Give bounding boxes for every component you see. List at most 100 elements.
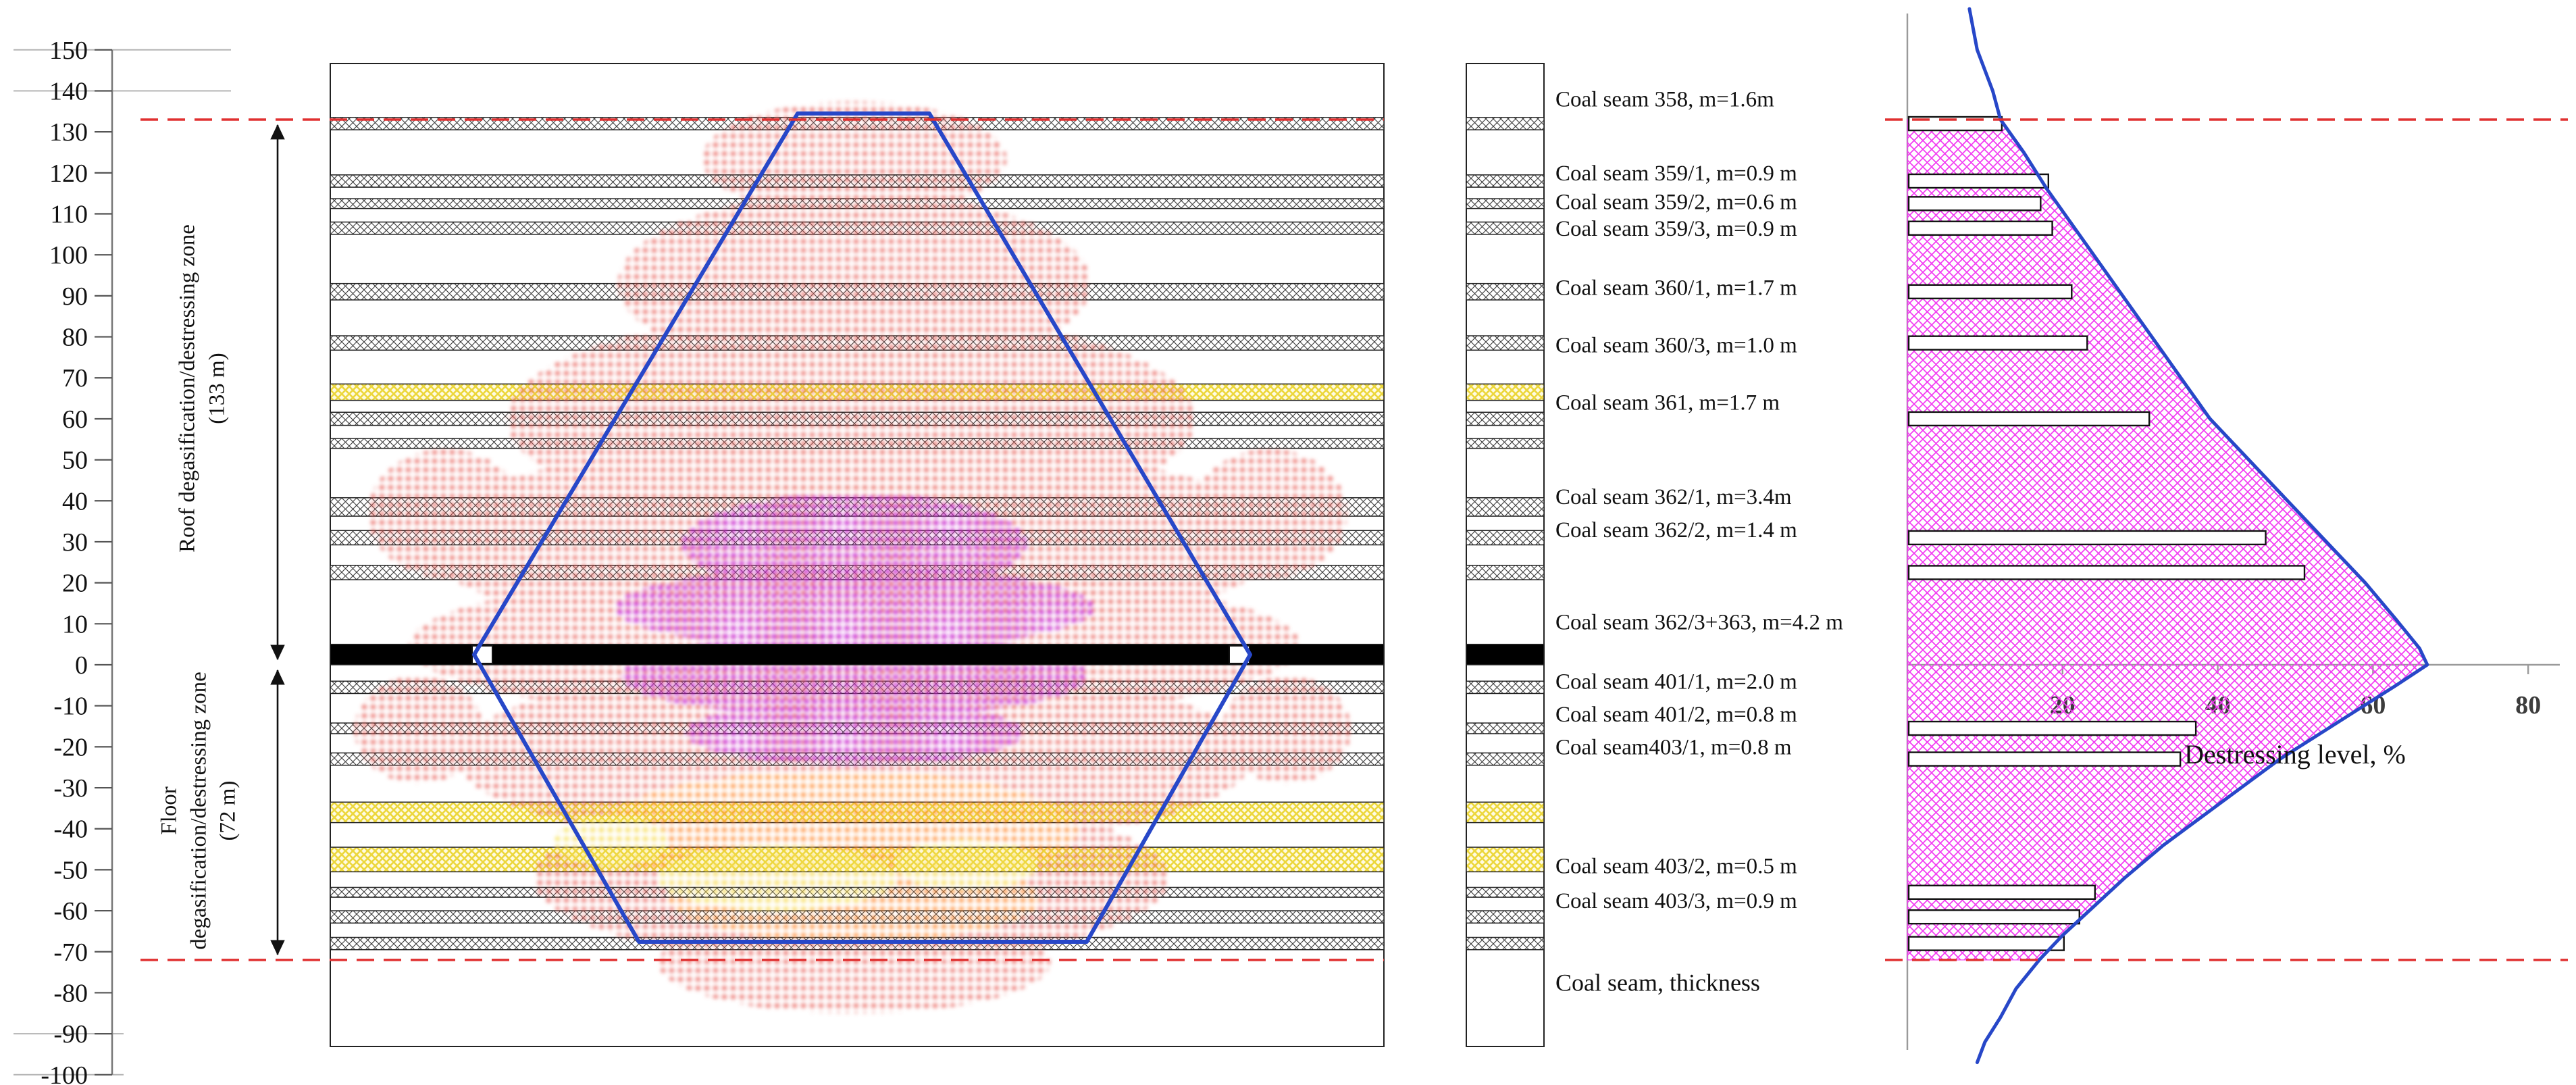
stratum-band [1466,383,1545,401]
y-axis-tick-label: 70 [62,364,88,393]
stratum-band [1466,530,1545,546]
stress-cloud-red [1192,449,1347,578]
destressing-bar [1907,335,2088,351]
stratum-band [1466,565,1545,580]
y-axis-tick-label: 40 [62,487,88,515]
stratum-band [1466,438,1545,449]
stress-cloud-yellow [895,839,1037,890]
stratum-band [1466,847,1545,873]
y-axis-tick-label: -80 [53,979,88,1007]
y-axis-tick-label: 150 [49,36,88,65]
y-axis-tick-label: 90 [62,282,88,311]
seam-label: Coal seam 401/2, m=0.8 m [1555,703,1797,727]
destressing-bar [1907,196,2042,211]
stress-cloud-purple [615,567,1094,649]
destressing-bar [1907,411,2150,427]
y-axis-tick-label: 10 [62,610,88,638]
stratum-band [1466,936,1545,951]
y-axis-tick-label: -20 [53,733,88,761]
stress-cloud-yellow [659,846,895,911]
seam-label: Coal seam 362/1, m=3.4m [1555,485,1792,509]
mined-seam-band [330,643,1385,665]
strat-column-group [1466,63,1545,1047]
y-axis-tick-label: -90 [53,1020,88,1049]
stress-cloud-red [1222,676,1351,784]
destressing-bar [1907,284,2073,300]
stratum-band [1466,221,1545,235]
seam-label: Coal seam 358, m=1.6m [1555,88,1774,112]
seam-label: Coal seam 359/3, m=0.9 m [1555,217,1797,241]
stress-cloud-red [659,912,1050,1013]
stress-cloud-yellow [554,815,669,867]
stratum-band [1466,497,1545,517]
y-axis-tick-label: 100 [49,241,88,270]
stratum-band [1466,752,1545,766]
y-axis-tick-label: 110 [50,201,88,229]
y-axis-tick-label: -40 [53,815,88,844]
seam-label: Coal seam 362/2, m=1.4 m [1555,518,1797,542]
y-axis-tick-label: -100 [41,1061,88,1085]
destressing-zone-outline [472,111,1252,944]
stress-cloud-red [368,449,523,578]
y-axis-tick-label: -10 [53,692,88,721]
destressing-bar [1907,936,2065,951]
stratum-band [1466,282,1545,301]
seam-label: Coal seam 403/3, m=0.9 m [1555,889,1797,913]
y-axis-tick-label: 120 [49,159,88,188]
seam-label: Coal seam 360/1, m=1.7 m [1555,276,1797,301]
destressing-curve [1967,7,2429,1065]
destressing-bar [1907,720,2197,736]
y-axis-tick-label: -60 [53,897,88,926]
seam-label: Coal seam 403/2, m=0.5 m [1555,854,1797,878]
seam-label: Coal seam 361, m=1.7 m [1555,391,1780,415]
y-axis-tick-label: -50 [53,856,88,884]
stress-cloud-purple [686,701,1023,765]
cross-section-overlay-group [330,111,1385,944]
seam-label: Coal seam 401/1, m=2.0 m [1555,670,1797,694]
stratum-band [1466,680,1545,695]
y-axis-tick-label: 80 [62,324,88,352]
seam-label: Coal seam 360/3, m=1.0 m [1555,334,1797,358]
chart-x-axis-title: Destressing level, % [2184,739,2406,769]
stratum-band [1466,801,1545,824]
stress-cloud-purple [682,493,1027,595]
y-axis-tick-label: 50 [62,447,88,475]
stress-cloud-red [355,676,483,784]
stress-cloud-red [702,101,1006,216]
strat-column [1466,63,1545,1047]
column-caption: Coal seam, thickness [1555,969,1760,996]
mined-seam-band [1466,643,1545,665]
stratum-band [1466,910,1545,924]
y-axis-tick-label: 0 [75,651,88,680]
y-axis-tick-label: 20 [62,570,88,598]
destressing-chart-group: 20406080 [1906,7,2560,1065]
destressing-bar [1907,751,2182,767]
stratum-band [1466,174,1545,188]
annotations-group [140,118,2568,961]
y-axis-tick-label: 60 [62,405,88,434]
stress-clouds-group [355,101,1351,1013]
stratum-band [1466,198,1545,209]
destressing-bar [1907,530,2267,546]
seam-label: Coal seam 359/2, m=0.6 m [1555,190,1797,214]
elevation-axis-group: 1501401301201101009080706050403020100-10… [41,36,113,1085]
y-axis-tick-label: -30 [53,774,88,803]
destressing-bar [1907,884,2096,900]
y-axis-tick-label: 140 [49,77,88,105]
destressing-bar [1907,220,2053,236]
y-axis-tick-label: 30 [62,528,88,557]
destressing-bar [1907,173,2050,189]
seam-label: Coal seam 362/3+363, m=4.2 m [1555,610,1843,634]
y-axis-tick-label: -70 [53,938,88,967]
roof-zone-label: Roof degasification/destressing zone (13… [175,224,229,553]
stratum-band [1466,117,1545,130]
stratum-band [1466,886,1545,898]
stratum-band [1466,335,1545,351]
y-axis-tick-label: 130 [49,118,88,147]
stratum-band [1466,722,1545,734]
stratum-band [1466,411,1545,426]
seam-label: Coal seam403/1, m=0.8 m [1555,735,1792,759]
destressing-bar [1907,565,2306,580]
